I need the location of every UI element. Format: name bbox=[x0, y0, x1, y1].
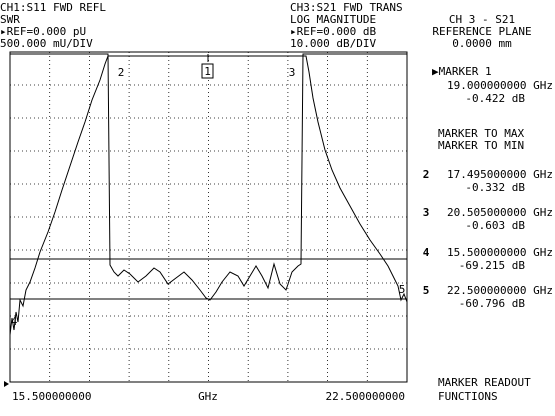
reference-plane-value: 0.0000 mm bbox=[452, 37, 512, 50]
marker-number: 5 bbox=[423, 284, 430, 297]
marker-frequency: 22.500000000 GHz bbox=[447, 284, 553, 297]
marker-frequency: 15.500000000 GHz bbox=[447, 246, 553, 259]
s21-trace bbox=[9, 55, 408, 336]
ch3-scale: 10.000 dB/DIV bbox=[290, 37, 376, 50]
plot-marker-label: 5 bbox=[399, 283, 406, 296]
marker-value: -60.796 dB bbox=[459, 297, 526, 310]
active-marker-box bbox=[201, 63, 214, 79]
s11-trace bbox=[10, 53, 407, 301]
marker-value: -69.215 dB bbox=[459, 259, 526, 272]
active-marker-frequency: 19.000000000 GHz bbox=[447, 79, 553, 92]
ch1-ref: ▸REF=0.000 pU bbox=[0, 25, 86, 38]
active-marker-value: -0.422 dB bbox=[465, 92, 525, 105]
plot-frame bbox=[9, 51, 408, 383]
plot-marker-label: 4 bbox=[11, 315, 18, 328]
start-pointer bbox=[4, 381, 9, 387]
active-marker-label: ▶MARKER 1 bbox=[432, 65, 492, 78]
start-frequency: 15.500000000 bbox=[12, 390, 91, 403]
softkey-label[interactable]: FUNCTIONS bbox=[438, 390, 498, 403]
marker-number: 4 bbox=[423, 246, 430, 259]
ch1-scale: 500.000 mU/DIV bbox=[0, 37, 93, 50]
plot-marker-label: 1 bbox=[204, 65, 211, 78]
ch1-title: CH1:S11 FWD REFL bbox=[0, 1, 106, 14]
ch3-ref: ▸REF=0.000 dB bbox=[290, 25, 376, 38]
marker-value: -0.603 dB bbox=[465, 219, 525, 232]
channel-label: CH 3 - S21 bbox=[449, 13, 515, 26]
marker-frequency: 17.495000000 GHz bbox=[447, 168, 553, 181]
stop-frequency: 22.500000000 bbox=[326, 390, 405, 403]
marker-number: 2 bbox=[423, 168, 430, 181]
softkey-label[interactable]: MARKER READOUT bbox=[438, 376, 531, 389]
plot-marker-label: 2 bbox=[118, 66, 125, 79]
ch1-format: SWR bbox=[0, 13, 20, 26]
reference-plane-label: REFERENCE PLANE bbox=[432, 25, 531, 38]
plot-marker-label: 3 bbox=[289, 66, 296, 79]
ch3-format: LOG MAGNITUDE bbox=[290, 13, 376, 26]
function-item[interactable]: MARKER TO MIN bbox=[438, 139, 524, 152]
marker-value: -0.332 dB bbox=[465, 181, 525, 194]
function-item[interactable]: MARKER TO MAX bbox=[438, 127, 524, 140]
marker-frequency: 20.505000000 GHz bbox=[447, 206, 553, 219]
ch3-title: CH3:S21 FWD TRANS bbox=[290, 1, 403, 14]
marker-number: 3 bbox=[423, 206, 430, 219]
frequency-unit: GHz bbox=[198, 390, 218, 403]
